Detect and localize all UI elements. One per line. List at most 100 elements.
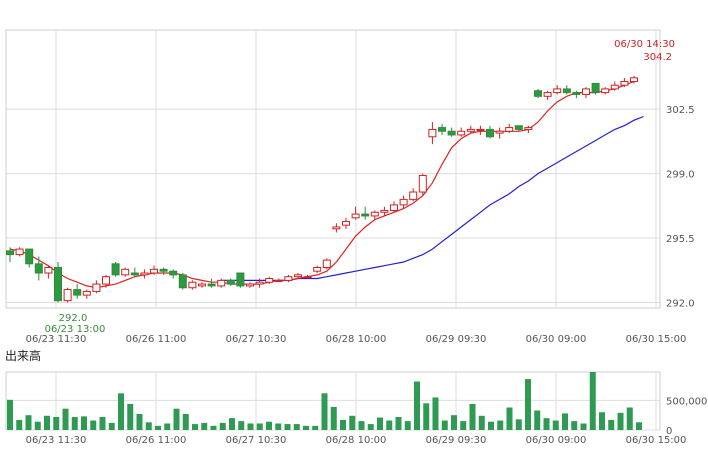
candle (514, 125, 523, 132)
candle-body (332, 226, 341, 230)
candle-body (610, 84, 619, 90)
volume-bar (284, 424, 291, 430)
candle (399, 195, 408, 209)
candle-body (524, 127, 533, 130)
candle (428, 122, 437, 145)
volume-bar (617, 412, 624, 430)
candle-body (409, 191, 418, 200)
candle-body (198, 283, 206, 287)
candle-body (25, 248, 34, 265)
candle (25, 248, 34, 268)
volume-title: 出来高 (5, 348, 41, 363)
price-x-axis: 06/23 11:30 06/26 11:00 06/27 10:30 06/28 1… (26, 334, 687, 345)
candle (534, 88, 542, 99)
candle (130, 267, 139, 277)
candle-body (601, 88, 610, 94)
candles (6, 76, 638, 303)
candle-body (361, 213, 370, 217)
volume-bar (127, 403, 134, 430)
candle (274, 278, 283, 283)
candle-body (399, 198, 408, 206)
candle-body (630, 77, 638, 83)
candle (217, 278, 226, 288)
price-frame (5, 29, 661, 309)
price-panel: 292.0 295.5 299.0 302.5 06/23 11:30 06/26 11… (5, 29, 695, 345)
candle (178, 273, 187, 290)
volume-bar (488, 421, 494, 430)
candle-body (505, 127, 514, 132)
candle (284, 274, 293, 283)
volume-bar (451, 415, 457, 430)
candle-body (111, 263, 120, 276)
low-value-annotation: 292.0 (59, 313, 88, 324)
volume-bar (608, 419, 615, 430)
candle (543, 90, 552, 100)
candle (582, 87, 590, 99)
price-x-tick-label: 06/29 09:30 (426, 334, 487, 345)
candle-body (390, 204, 398, 211)
candle-body (620, 81, 629, 86)
candle (610, 81, 619, 91)
price-y-tick-label: 299.0 (666, 170, 695, 181)
volume-bar (543, 418, 550, 430)
candle-body (572, 92, 581, 95)
candle-body (54, 266, 62, 302)
candle (351, 206, 360, 220)
volume-bar (44, 415, 50, 430)
candle-body (553, 88, 562, 94)
candle-body (274, 279, 283, 282)
volume-bar (571, 421, 578, 430)
candle-body (418, 174, 427, 193)
volume-bar (155, 425, 161, 430)
candle-body (207, 283, 216, 287)
volume-bar (552, 420, 559, 430)
volume-bar (626, 407, 633, 430)
last-value-annotation: 304.2 (643, 52, 672, 63)
candle-body (457, 130, 466, 136)
candle (572, 90, 581, 99)
candle-body (246, 283, 254, 287)
volume-bar (229, 418, 235, 430)
candle (630, 76, 638, 84)
volume-bar (136, 414, 143, 430)
volume-bar (247, 423, 254, 430)
candle-body (466, 128, 475, 132)
volume-bar (71, 416, 78, 430)
candle (169, 269, 178, 279)
candle (313, 265, 322, 274)
candle-body (534, 90, 542, 97)
candle-body (543, 92, 552, 97)
volume-bar (340, 419, 346, 430)
volume-bar (34, 421, 41, 430)
candle (601, 87, 610, 95)
candle (207, 278, 216, 288)
candle-body (486, 128, 494, 138)
volume-bar (192, 424, 198, 430)
candle (505, 123, 514, 134)
price-y-axis: 292.0 295.5 299.0 302.5 (666, 105, 695, 309)
volume-bar (99, 416, 106, 430)
candle-body (169, 270, 178, 276)
volume-bar (358, 421, 365, 430)
candle-body (178, 274, 187, 289)
volume-bar (599, 412, 605, 430)
volume-bar (414, 381, 420, 430)
volume-bar (589, 372, 596, 430)
candle (54, 261, 62, 303)
volume-x-tick-label: 06/30 09:00 (526, 435, 587, 446)
volume-bar (238, 421, 245, 430)
price-x-tick-label: 06/28 10:00 (326, 334, 387, 345)
candle (246, 282, 254, 288)
volume-bar (469, 403, 476, 430)
candle-body (313, 266, 322, 272)
candle (342, 217, 350, 229)
candle-body (495, 130, 504, 134)
candle (332, 223, 341, 233)
candle (140, 269, 149, 279)
candle (380, 206, 389, 216)
candle (198, 282, 206, 288)
candle (44, 265, 53, 279)
volume-bar (81, 416, 87, 430)
volume-bar (506, 407, 513, 430)
